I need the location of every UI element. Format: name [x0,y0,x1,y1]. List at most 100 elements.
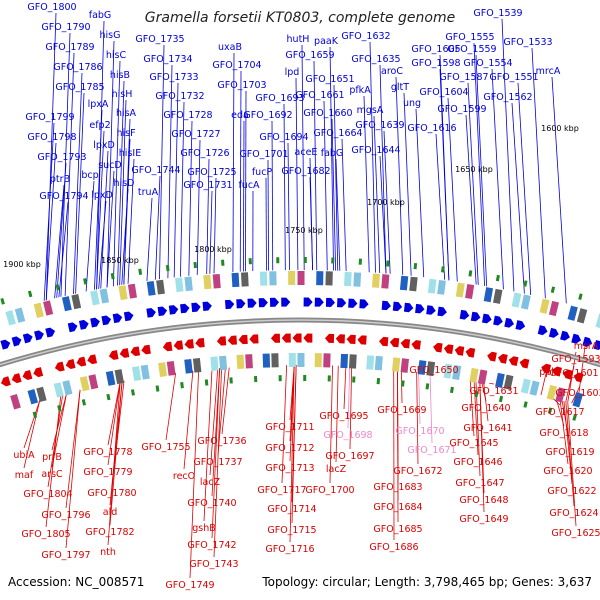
reverse-gene-arrow [454,346,465,356]
gene-label: mgsA [357,105,384,116]
bottom-label-leader [343,366,347,410]
forward-gene-arrow [481,313,492,324]
reverse-gene-arrow [270,333,281,343]
kbp-tick-label: 1750 kbp [285,226,323,235]
reverse-cog-block [36,386,47,403]
gene-label: maf [15,470,34,481]
gene-label: GFO_1692 [243,110,292,121]
forward-gene-arrow [437,306,447,317]
reverse-gene-arrow [195,338,205,348]
forward-gene-arrow [504,317,515,328]
bottom-label-leader [429,373,433,444]
outer-gc-marker [523,280,528,287]
gene-label: GFO_1797 [41,550,90,561]
top-label-leader [475,54,488,287]
forward-gene-arrow [426,305,436,315]
top-label-leader [60,32,71,297]
forward-gene-arrow [0,339,11,350]
forward-cog-block [61,296,72,312]
outer-gc-marker [221,259,225,266]
outer-gc-marker [440,266,445,273]
gene-label: GFO_1598 [411,58,460,69]
bottom-label-leader [189,370,200,579]
gene-label: GFO_1793 [37,152,86,163]
top-label-leader [283,103,286,271]
reverse-gene-arrow [346,334,356,345]
forward-cog-block [90,290,100,306]
inner-gc-marker [180,382,184,389]
reverse-cog-block [79,376,90,392]
gene-label: GFO_1737 [193,457,242,468]
forward-gene-arrow [303,297,313,307]
gene-label: GFO_1682 [281,166,330,177]
outer-gc-marker [468,270,473,277]
top-label-leader [439,68,450,281]
forward-cog-block [269,271,277,286]
forward-gene-arrow [281,297,291,307]
forward-gene-arrow [493,315,503,326]
bottom-label-leader [107,381,121,446]
reverse-cog-block [426,361,436,377]
gene-label: GFO_1698 [323,430,372,441]
top-label-leader [45,12,57,301]
gene-label: GFO_1703 [217,80,266,91]
reverse-gene-arrow [162,341,173,352]
top-label-leader [154,175,161,280]
gene-label: GFO_1712 [265,443,314,454]
bottom-label-leader [291,364,297,524]
reverse-gene-arrow [389,337,400,348]
gene-label: lpxD [91,190,113,201]
inner-gc-marker [81,399,87,406]
reverse-gene-arrow [65,359,76,369]
bottom-label-leader [559,399,569,465]
bottom-label-leader [469,379,475,437]
forward-gene-arrow [415,303,425,314]
top-label-leader [403,92,412,276]
gene-tracks [0,257,600,421]
outer-gc-marker [83,278,88,285]
bottom-label-leader [23,399,41,469]
reverse-gene-arrow [108,350,119,360]
reverse-cog-block [262,353,271,368]
inner-gc-marker [474,390,479,398]
bottom-label-leader [109,381,123,526]
gene-label: GFO_1755 [141,442,190,453]
gene-label: GFO_1659 [285,50,334,61]
forward-gene-arrow [348,298,358,308]
top-label-leader [54,184,65,299]
gene-label: lpxA [88,99,109,110]
top-label-leader [551,76,567,304]
reverse-cog-block [469,367,479,383]
top-label-leader [206,158,210,275]
forward-cog-block [146,280,156,296]
top-label-leader [333,84,339,271]
bottom-label-leader [489,382,495,385]
reverse-cog-block [400,358,409,373]
forward-cog-block [203,274,212,290]
top-label-leader [501,18,515,292]
gene-label: GFO_1731 [183,180,232,191]
top-label-leader [117,80,125,286]
gene-label: nth [100,547,116,558]
gene-label: hisIE [119,148,141,159]
gene-label: GFO_1694 [259,132,308,143]
inner-gc-marker [57,404,62,412]
forward-gene-arrow [258,298,268,308]
top-label-leader [395,76,404,275]
bottom-label-leader [418,372,421,425]
genome-backbone [0,317,600,368]
top-label-leader [295,77,299,271]
forward-cog-block [437,279,446,295]
bottom-label-leader [473,380,479,456]
reverse-gene-arrow [227,335,237,345]
gene-label: GFO_1695 [319,411,368,422]
forward-gene-arrow [168,305,179,315]
reverse-cog-block [391,357,401,372]
outer-gc-marker [193,261,198,269]
reverse-gene-arrow [562,369,573,380]
forward-cog-block [493,288,503,304]
top-label-leader [98,200,107,289]
gene-label: GFO_1624 [549,508,598,519]
bottom-label-leader [209,368,219,476]
top-label-leader [435,133,446,280]
